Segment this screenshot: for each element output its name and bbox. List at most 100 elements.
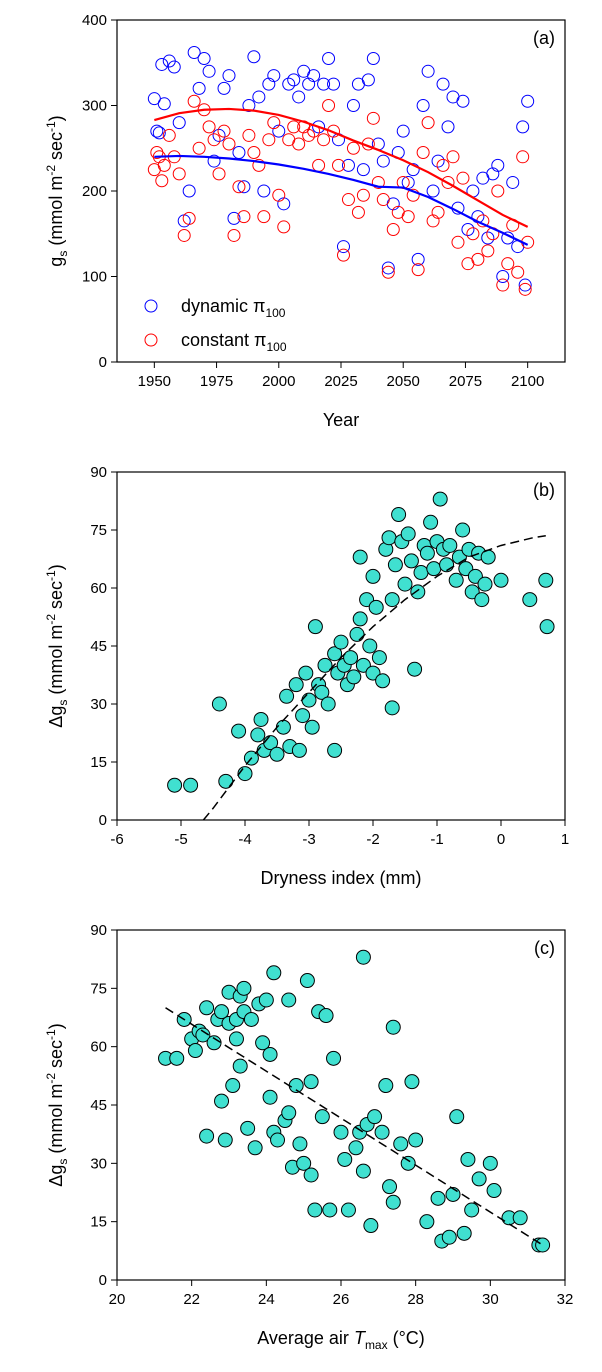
label-part: g (46, 257, 66, 267)
y-tick-label: 75 (90, 980, 107, 997)
point (277, 197, 291, 211)
point (411, 263, 425, 277)
point (326, 1050, 342, 1066)
point (419, 545, 435, 561)
point (307, 619, 323, 635)
point (419, 1214, 435, 1230)
point (367, 1109, 383, 1125)
point (253, 711, 269, 727)
point (266, 965, 282, 981)
trend-line (154, 107, 529, 228)
legend-label: dynamic π100 (181, 296, 286, 320)
panel-label: (c) (534, 938, 555, 958)
point (217, 124, 231, 138)
point (322, 51, 336, 65)
point (366, 111, 380, 125)
point (407, 661, 423, 677)
point (172, 167, 186, 181)
point (333, 1124, 349, 1140)
point (237, 210, 251, 224)
x-tick-label: 1 (561, 831, 569, 848)
point (169, 1050, 185, 1066)
point (222, 69, 236, 83)
point (445, 1186, 461, 1202)
point (348, 1140, 364, 1156)
point (400, 1155, 416, 1171)
point (206, 1035, 222, 1051)
y-tick-label: 0 (99, 354, 107, 371)
point (439, 557, 455, 573)
label-part: Δg (46, 706, 66, 728)
point (236, 980, 252, 996)
y-tick-label: 300 (82, 98, 107, 115)
point (150, 124, 164, 138)
point (247, 1140, 263, 1156)
point (432, 491, 448, 507)
y-tick-label: 30 (90, 696, 107, 713)
label-part: ) (46, 564, 66, 570)
point (252, 90, 266, 104)
point (382, 1179, 398, 1195)
x-tick-label: 2050 (387, 373, 420, 390)
point (374, 1124, 390, 1140)
point (386, 222, 400, 236)
point (466, 227, 480, 241)
point (441, 120, 455, 134)
point (496, 278, 510, 292)
point (257, 210, 271, 224)
point (227, 228, 241, 242)
point (317, 77, 331, 91)
point (403, 553, 419, 569)
point (413, 565, 429, 581)
point (258, 992, 274, 1008)
point (228, 1031, 244, 1047)
y-tick-label: 15 (90, 1214, 107, 1231)
point (391, 507, 407, 523)
point (522, 592, 538, 608)
point (400, 526, 416, 542)
point (312, 158, 326, 172)
point (518, 278, 532, 292)
x-tick-label: 2025 (324, 373, 357, 390)
x-tick-label: 28 (407, 1291, 424, 1308)
point (456, 171, 470, 185)
point (426, 214, 440, 228)
point (491, 158, 505, 172)
y-tick-label: 0 (99, 1272, 107, 1289)
point (446, 150, 460, 164)
point (426, 184, 440, 198)
point (365, 568, 381, 584)
point (397, 576, 413, 592)
point (496, 270, 510, 283)
point (491, 184, 505, 198)
point (436, 77, 450, 91)
y-tick-label: 30 (90, 1155, 107, 1172)
point (401, 175, 415, 189)
point (232, 180, 246, 194)
label-part: ) (46, 1023, 66, 1029)
point (272, 188, 286, 202)
point (281, 1105, 297, 1121)
point (341, 158, 355, 172)
point (461, 222, 475, 236)
trend-line (202, 535, 546, 821)
label-part: (°C) (388, 1328, 425, 1348)
point (506, 175, 520, 189)
legend-name: constant π (181, 330, 266, 350)
point (291, 742, 307, 758)
x-tick-label: 20 (109, 1291, 126, 1308)
label-part: sec (46, 581, 66, 614)
point (322, 1202, 338, 1218)
point (267, 116, 281, 130)
point (376, 193, 390, 207)
label-part: Dryness index (mm) (260, 868, 421, 888)
point (387, 557, 403, 573)
point (202, 64, 216, 78)
point (232, 1058, 248, 1074)
x-tick-label: 30 (482, 1291, 499, 1308)
x-axis-label: Year (323, 410, 359, 430)
point (162, 128, 176, 142)
y-tick-label: 100 (82, 269, 107, 286)
point (299, 973, 315, 989)
point (272, 124, 286, 138)
